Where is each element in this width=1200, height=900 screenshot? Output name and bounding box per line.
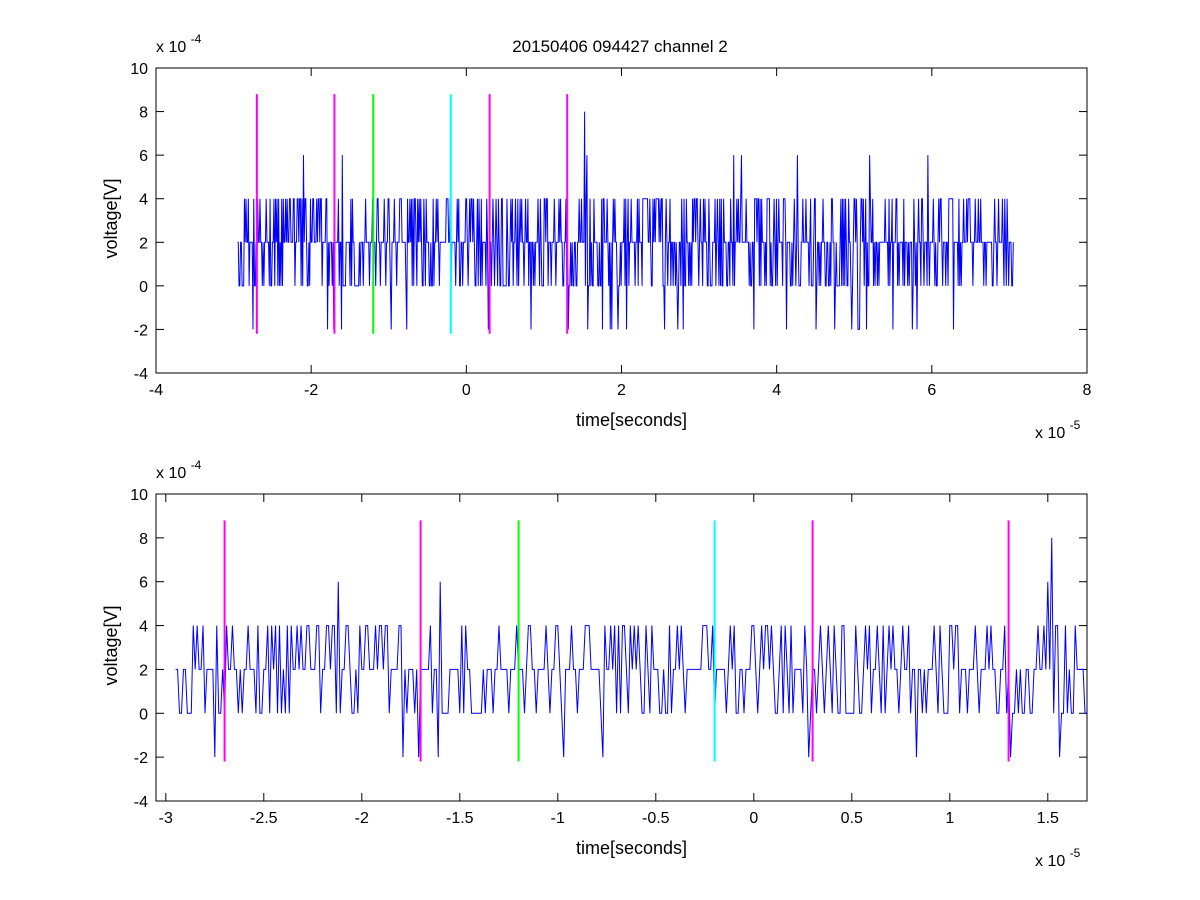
x-tick-label: -3: [159, 810, 173, 827]
y-tick-label: -4: [134, 794, 148, 811]
x-tick-label: 2: [617, 382, 626, 399]
x-exponent-power: -5: [1070, 846, 1081, 860]
y-tick-label: 4: [139, 619, 148, 636]
y-tick-label: 2: [139, 235, 148, 252]
x-tick-label: -1: [551, 810, 565, 827]
y-tick-label: 0: [139, 706, 148, 723]
series-line-voltage: [175, 537, 1087, 758]
x-tick-label: -2: [355, 810, 369, 827]
x-tick-label: 8: [1083, 382, 1092, 399]
x-exponent-power: -5: [1070, 418, 1081, 432]
x-tick-label: -0.5: [642, 810, 670, 827]
x-tick-label: 1.5: [1037, 810, 1059, 827]
y-tick-label: -4: [134, 366, 148, 383]
x-tick-label: 0.5: [841, 810, 863, 827]
y-tick-label: 10: [130, 61, 148, 78]
x-tick-label: -2: [304, 382, 318, 399]
figure-title: 20150406 094427 channel 2: [512, 37, 728, 56]
x-axis-label: time[seconds]: [576, 410, 687, 430]
x-tick-label: 6: [927, 382, 936, 399]
y-exponent-power: -4: [191, 458, 202, 472]
x-tick-label: 0: [462, 382, 471, 399]
x-axis-label: time[seconds]: [576, 838, 687, 858]
plot-bottom: -3 -2.5 -2 -1.5 -1 -0.5 0 0.5 1 1.5 -4 -2 0 2 4 6 8 10 tim…: [101, 458, 1088, 870]
x-tick-label: 4: [772, 382, 781, 399]
series-line-voltage: [237, 111, 1014, 330]
y-tick-label: 4: [139, 192, 148, 209]
plot-top: -4 -2 0 2 4 6 8 -4 -2 0 2 4 6 8 10 time[seconds] voltage…: [101, 32, 1092, 442]
y-tick-label: -2: [134, 322, 148, 339]
y-tick-label: 8: [139, 531, 148, 548]
x-tick-label: -4: [149, 382, 163, 399]
y-axis-label: voltage[V]: [101, 605, 121, 685]
y-tick-label: 0: [139, 279, 148, 296]
y-exponent-power: -4: [191, 32, 202, 46]
y-tick-label: 10: [130, 487, 148, 504]
x-tick-label: -2.5: [250, 810, 278, 827]
y-axis-label: voltage[V]: [101, 178, 121, 258]
x-tick-label: -1.5: [446, 810, 474, 827]
x-tick-label: 1: [945, 810, 954, 827]
y-tick-label: -2: [134, 750, 148, 767]
x-tick-label: 0: [749, 810, 758, 827]
y-tick-label: 6: [139, 148, 148, 165]
axes-box: [155, 493, 1088, 802]
y-tick-label: 2: [139, 662, 148, 679]
y-tick-label: 8: [139, 105, 148, 122]
y-tick-label: 6: [139, 575, 148, 592]
